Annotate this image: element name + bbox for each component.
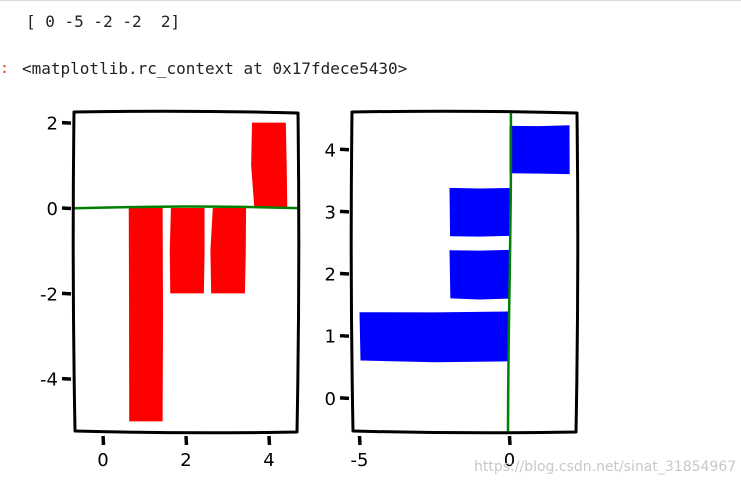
y-tick bbox=[339, 333, 350, 338]
y-tick bbox=[61, 120, 72, 125]
bar bbox=[128, 208, 164, 422]
array-output-text: [ 0 -5 -2 -2 2] bbox=[26, 12, 181, 31]
bar bbox=[210, 208, 247, 294]
x-tick-label: -5 bbox=[351, 450, 369, 471]
watermark: https://blog.csdn.net/sinat_31854967 bbox=[474, 459, 737, 475]
y-tick bbox=[339, 396, 350, 401]
x-tick-label: 2 bbox=[180, 450, 191, 471]
y-tick-label: 2 bbox=[325, 265, 336, 286]
y-tick bbox=[61, 206, 72, 211]
out-prompt: : bbox=[0, 59, 10, 77]
x-tick bbox=[357, 435, 362, 446]
zero-line bbox=[73, 205, 299, 210]
y-tick-label: 1 bbox=[325, 327, 336, 348]
x-tick-label: 0 bbox=[504, 450, 515, 471]
axes-frame bbox=[71, 109, 301, 435]
x-tick-label: 0 bbox=[97, 450, 108, 471]
y-tick bbox=[61, 291, 72, 296]
y-tick-label: 2 bbox=[47, 114, 58, 135]
bar bbox=[169, 208, 205, 294]
cell-divider bbox=[0, 0, 741, 1]
bar bbox=[359, 311, 510, 363]
bar bbox=[509, 125, 570, 175]
y-tick bbox=[339, 271, 350, 276]
bar bbox=[251, 122, 288, 208]
y-tick-label: 0 bbox=[47, 199, 58, 220]
bar bbox=[449, 249, 510, 300]
axes-frame bbox=[349, 109, 580, 435]
y-tick bbox=[339, 209, 350, 214]
chart-panel-2: -5 0 4 3 2 1 0 bbox=[325, 109, 580, 471]
chart-panel-1: 0 2 4 2 0 -2 -4 bbox=[40, 109, 301, 471]
y-tick bbox=[339, 147, 350, 152]
y-tick-label: 4 bbox=[325, 140, 336, 161]
x-tick-label: 4 bbox=[263, 450, 274, 471]
y-tick-label: 3 bbox=[325, 202, 336, 223]
x-tick bbox=[184, 435, 189, 446]
zero-line bbox=[506, 111, 513, 433]
bar bbox=[449, 187, 510, 237]
rc-context-output-text: <matplotlib.rc_context at 0x17fdece5430> bbox=[22, 59, 408, 78]
y-tick bbox=[61, 376, 72, 381]
y-tick-label: 0 bbox=[325, 389, 336, 410]
y-tick-label: -4 bbox=[40, 370, 58, 391]
x-tick bbox=[101, 435, 106, 446]
x-tick bbox=[507, 435, 512, 446]
y-tick-label: -2 bbox=[40, 284, 58, 305]
x-tick bbox=[267, 435, 272, 446]
